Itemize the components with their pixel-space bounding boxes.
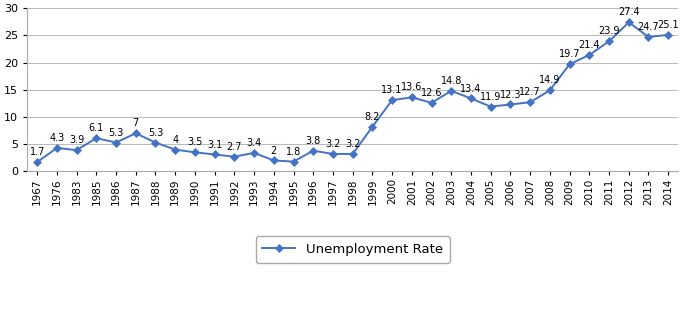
Unemployment Rate	[566, 62, 574, 66]
Text: 12.6: 12.6	[421, 88, 443, 98]
Text: 23.9: 23.9	[598, 26, 620, 36]
Unemployment Rate	[191, 150, 199, 154]
Text: 3.9: 3.9	[69, 135, 84, 145]
Text: 19.7: 19.7	[559, 49, 580, 59]
Unemployment Rate	[447, 89, 456, 93]
Unemployment Rate	[171, 148, 179, 151]
Unemployment Rate	[585, 53, 593, 57]
Unemployment Rate	[408, 95, 416, 99]
Text: 3.8: 3.8	[306, 136, 321, 146]
Line: Unemployment Rate: Unemployment Rate	[34, 20, 671, 165]
Unemployment Rate	[486, 105, 495, 109]
Unemployment Rate	[270, 159, 278, 162]
Text: 5.3: 5.3	[148, 127, 163, 138]
Text: 14.9: 14.9	[539, 75, 560, 85]
Text: 8.2: 8.2	[364, 112, 380, 122]
Text: 4.3: 4.3	[49, 133, 64, 143]
Text: 11.9: 11.9	[480, 92, 501, 102]
Text: 1.8: 1.8	[286, 147, 301, 157]
Text: 3.2: 3.2	[325, 139, 340, 149]
Unemployment Rate	[33, 160, 41, 164]
Text: 7: 7	[133, 118, 139, 128]
Unemployment Rate	[132, 131, 140, 135]
Unemployment Rate	[349, 152, 357, 156]
Text: 4: 4	[172, 135, 178, 145]
Text: 3.4: 3.4	[247, 138, 262, 148]
Unemployment Rate	[329, 152, 337, 156]
Unemployment Rate	[388, 98, 396, 102]
Text: 12.3: 12.3	[499, 89, 521, 100]
Unemployment Rate	[250, 151, 258, 155]
Unemployment Rate	[467, 97, 475, 100]
Text: 5.3: 5.3	[108, 127, 124, 138]
Text: 3.1: 3.1	[207, 140, 222, 149]
Unemployment Rate	[230, 155, 238, 159]
Unemployment Rate	[645, 35, 653, 39]
Text: 14.8: 14.8	[440, 76, 462, 86]
Unemployment Rate	[506, 103, 514, 106]
Text: 3.2: 3.2	[345, 139, 360, 149]
Text: 21.4: 21.4	[579, 40, 600, 50]
Unemployment Rate	[427, 101, 436, 105]
Text: 13.1: 13.1	[382, 85, 403, 95]
Unemployment Rate	[53, 146, 61, 150]
Unemployment Rate	[369, 125, 377, 129]
Unemployment Rate	[92, 136, 101, 140]
Unemployment Rate	[605, 40, 613, 43]
Text: 3.5: 3.5	[187, 138, 203, 148]
Text: 2.7: 2.7	[227, 142, 242, 152]
Unemployment Rate	[526, 100, 534, 104]
Unemployment Rate	[290, 160, 298, 164]
Text: 13.6: 13.6	[401, 83, 423, 93]
Unemployment Rate	[73, 148, 81, 152]
Unemployment Rate	[112, 141, 120, 144]
Text: 1.7: 1.7	[29, 147, 45, 157]
Unemployment Rate	[151, 141, 160, 144]
Text: 2: 2	[271, 146, 277, 155]
Unemployment Rate	[664, 33, 672, 37]
Text: 6.1: 6.1	[89, 123, 104, 133]
Unemployment Rate	[309, 149, 317, 153]
Text: 12.7: 12.7	[519, 87, 541, 97]
Unemployment Rate	[210, 153, 219, 156]
Text: 25.1: 25.1	[658, 20, 679, 30]
Text: 27.4: 27.4	[618, 8, 640, 17]
Unemployment Rate	[625, 20, 633, 24]
Text: 24.7: 24.7	[638, 22, 659, 32]
Unemployment Rate	[546, 89, 554, 92]
Text: 13.4: 13.4	[460, 84, 482, 94]
Legend: Unemployment Rate: Unemployment Rate	[256, 236, 449, 263]
